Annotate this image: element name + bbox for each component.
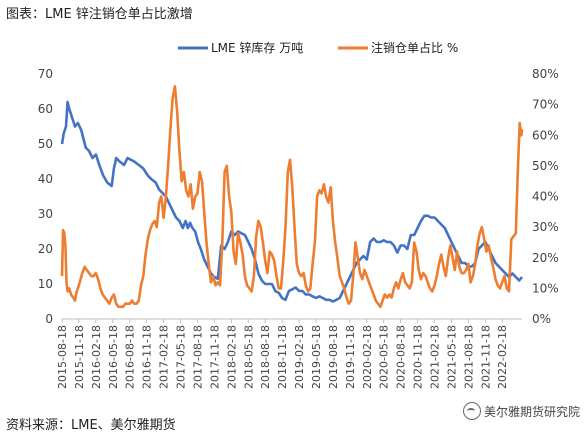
x-tick-label: 2018-02-18 (225, 325, 238, 389)
x-tick-label: 2017-02-18 (158, 325, 171, 389)
y-left-tick-label: 70 (38, 67, 53, 81)
x-tick-label: 2021-11-18 (479, 325, 492, 389)
x-tick-label: 2019-11-18 (344, 325, 357, 389)
x-tick-label: 2017-05-18 (175, 325, 188, 389)
y-left-tick-label: 10 (38, 277, 53, 291)
x-tick-label: 2021-08-18 (462, 325, 475, 389)
y-right-tick-label: 20% (532, 251, 559, 265)
y-right-tick-label: 30% (532, 220, 559, 234)
x-tick-label: 2016-11-18 (141, 325, 154, 389)
chart: 0 10 20 30 40 50 60 70 0% 10% 20% 30% 40% 50% 60% 70% 8… (38, 40, 559, 389)
inventory-series-line (60, 100, 524, 303)
x-tick-label: 2019-05-18 (310, 325, 323, 389)
y-right-tick-label: 0% (532, 312, 551, 326)
cancelled-warrant-series-line (60, 85, 524, 309)
x-axis: 2015-08-18 2015-11-18 2016-02-18 2016-05-18… (56, 319, 509, 389)
x-tick-label: 2020-02-18 (361, 325, 374, 389)
legend: LME 锌库存 万吨 注销仓单占比 % (178, 40, 458, 55)
legend-label: 注销仓单占比 % (371, 40, 458, 55)
x-tick-label: 2020-05-18 (378, 325, 391, 389)
x-tick-label: 2018-05-18 (242, 325, 255, 389)
y-left-tick-label: 40 (38, 172, 53, 186)
x-tick-label: 2016-02-18 (90, 325, 103, 389)
watermark-text: 美尔雅期货研究院 (483, 404, 580, 419)
y-axis-left: 0 10 20 30 40 50 60 70 (38, 67, 53, 326)
plot-lines (60, 85, 524, 309)
x-tick-label: 2017-11-18 (208, 325, 221, 389)
y-left-tick-label: 30 (38, 207, 53, 221)
x-tick-label: 2020-08-18 (395, 325, 408, 389)
x-tick-label: 2019-08-18 (327, 325, 340, 389)
y-left-tick-label: 0 (45, 312, 53, 326)
figure-title: 图表：LME 锌注销仓单占比激增 (6, 7, 193, 22)
x-tick-label: 2017-08-18 (191, 325, 204, 389)
x-tick-label: 2022-02-18 (496, 325, 509, 389)
y-axis-right: 0% 10% 20% 30% 40% 50% 60% 70% 80% (532, 67, 559, 326)
x-tick-label: 2021-02-18 (429, 325, 442, 389)
y-left-tick-label: 50 (38, 137, 53, 151)
x-tick-label: 2018-08-18 (259, 325, 272, 389)
y-right-tick-label: 50% (532, 159, 559, 173)
source-note: 资料来源：LME、美尔雅期货 (6, 418, 176, 433)
x-tick-label: 2015-08-18 (56, 325, 69, 389)
x-tick-label: 2018-11-18 (276, 325, 289, 389)
x-tick-label: 2015-11-18 (73, 325, 86, 389)
x-tick-label: 2021-05-18 (445, 325, 458, 389)
x-tick-label: 2016-05-18 (107, 325, 120, 389)
y-right-tick-label: 40% (532, 190, 559, 204)
x-tick-label: 2020-11-18 (412, 325, 425, 389)
y-right-tick-label: 60% (532, 128, 559, 142)
wechat-logo-icon (462, 402, 481, 420)
y-right-tick-label: 70% (532, 98, 559, 112)
legend-label: LME 锌库存 万吨 (211, 40, 303, 55)
y-right-tick-label: 80% (532, 67, 559, 81)
y-left-tick-label: 20 (38, 242, 53, 256)
watermark: 美尔雅期货研究院 (462, 402, 580, 420)
x-tick-label: 2019-02-18 (293, 325, 306, 389)
x-tick-label: 2016-08-18 (124, 325, 137, 389)
y-right-tick-label: 10% (532, 281, 559, 295)
y-left-tick-label: 60 (38, 102, 53, 116)
